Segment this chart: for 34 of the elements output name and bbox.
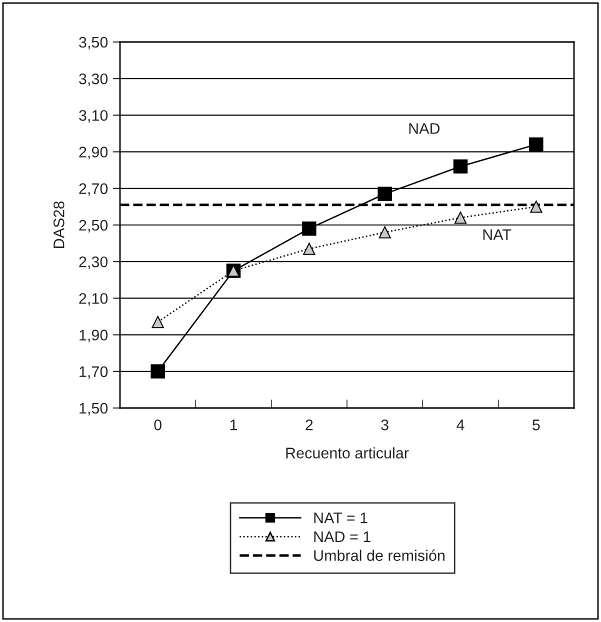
point (529, 137, 544, 152)
legend-label: NAD = 1 (314, 531, 370, 542)
y-tick-label: 3,50 (79, 36, 108, 50)
x-axis-title: Recuento articular (286, 447, 409, 458)
legend-label: Umbral de remisión (314, 550, 444, 561)
x-tick-label: 0 (154, 420, 162, 430)
y-tick-label: 3,10 (79, 110, 108, 123)
y-tick-label: 1,90 (80, 330, 108, 342)
point (453, 159, 468, 174)
point (303, 242, 316, 255)
y-tick-label: 2,10 (79, 293, 108, 306)
y-tick-label: 2,30 (79, 256, 108, 270)
y-axis-title: DAS28 (54, 201, 64, 248)
point (454, 212, 467, 224)
annotation: NAD (409, 123, 440, 134)
y-tick-label: 2,70 (79, 183, 108, 196)
y-tick-label: 1,70 (80, 366, 108, 379)
y-tick-label: 2,90 (79, 146, 108, 160)
x-tick-label: 5 (532, 420, 540, 430)
x-tick-label: 3 (381, 420, 388, 430)
point (530, 200, 542, 213)
point (150, 364, 165, 379)
annotation: NAT (483, 229, 512, 240)
point (378, 226, 391, 238)
point (302, 222, 316, 236)
x-tick-label: 1 (230, 420, 238, 430)
y-tick-label: 2,50 (79, 220, 108, 232)
point (152, 316, 164, 328)
legend-label: NAT = 1 (314, 512, 368, 524)
y-tick-label: 3,30 (79, 73, 108, 86)
x-tick-label: 4 (456, 420, 464, 430)
x-tick-label: 2 (306, 420, 313, 430)
y-tick-label: 1,50 (80, 402, 108, 416)
point (378, 186, 392, 202)
